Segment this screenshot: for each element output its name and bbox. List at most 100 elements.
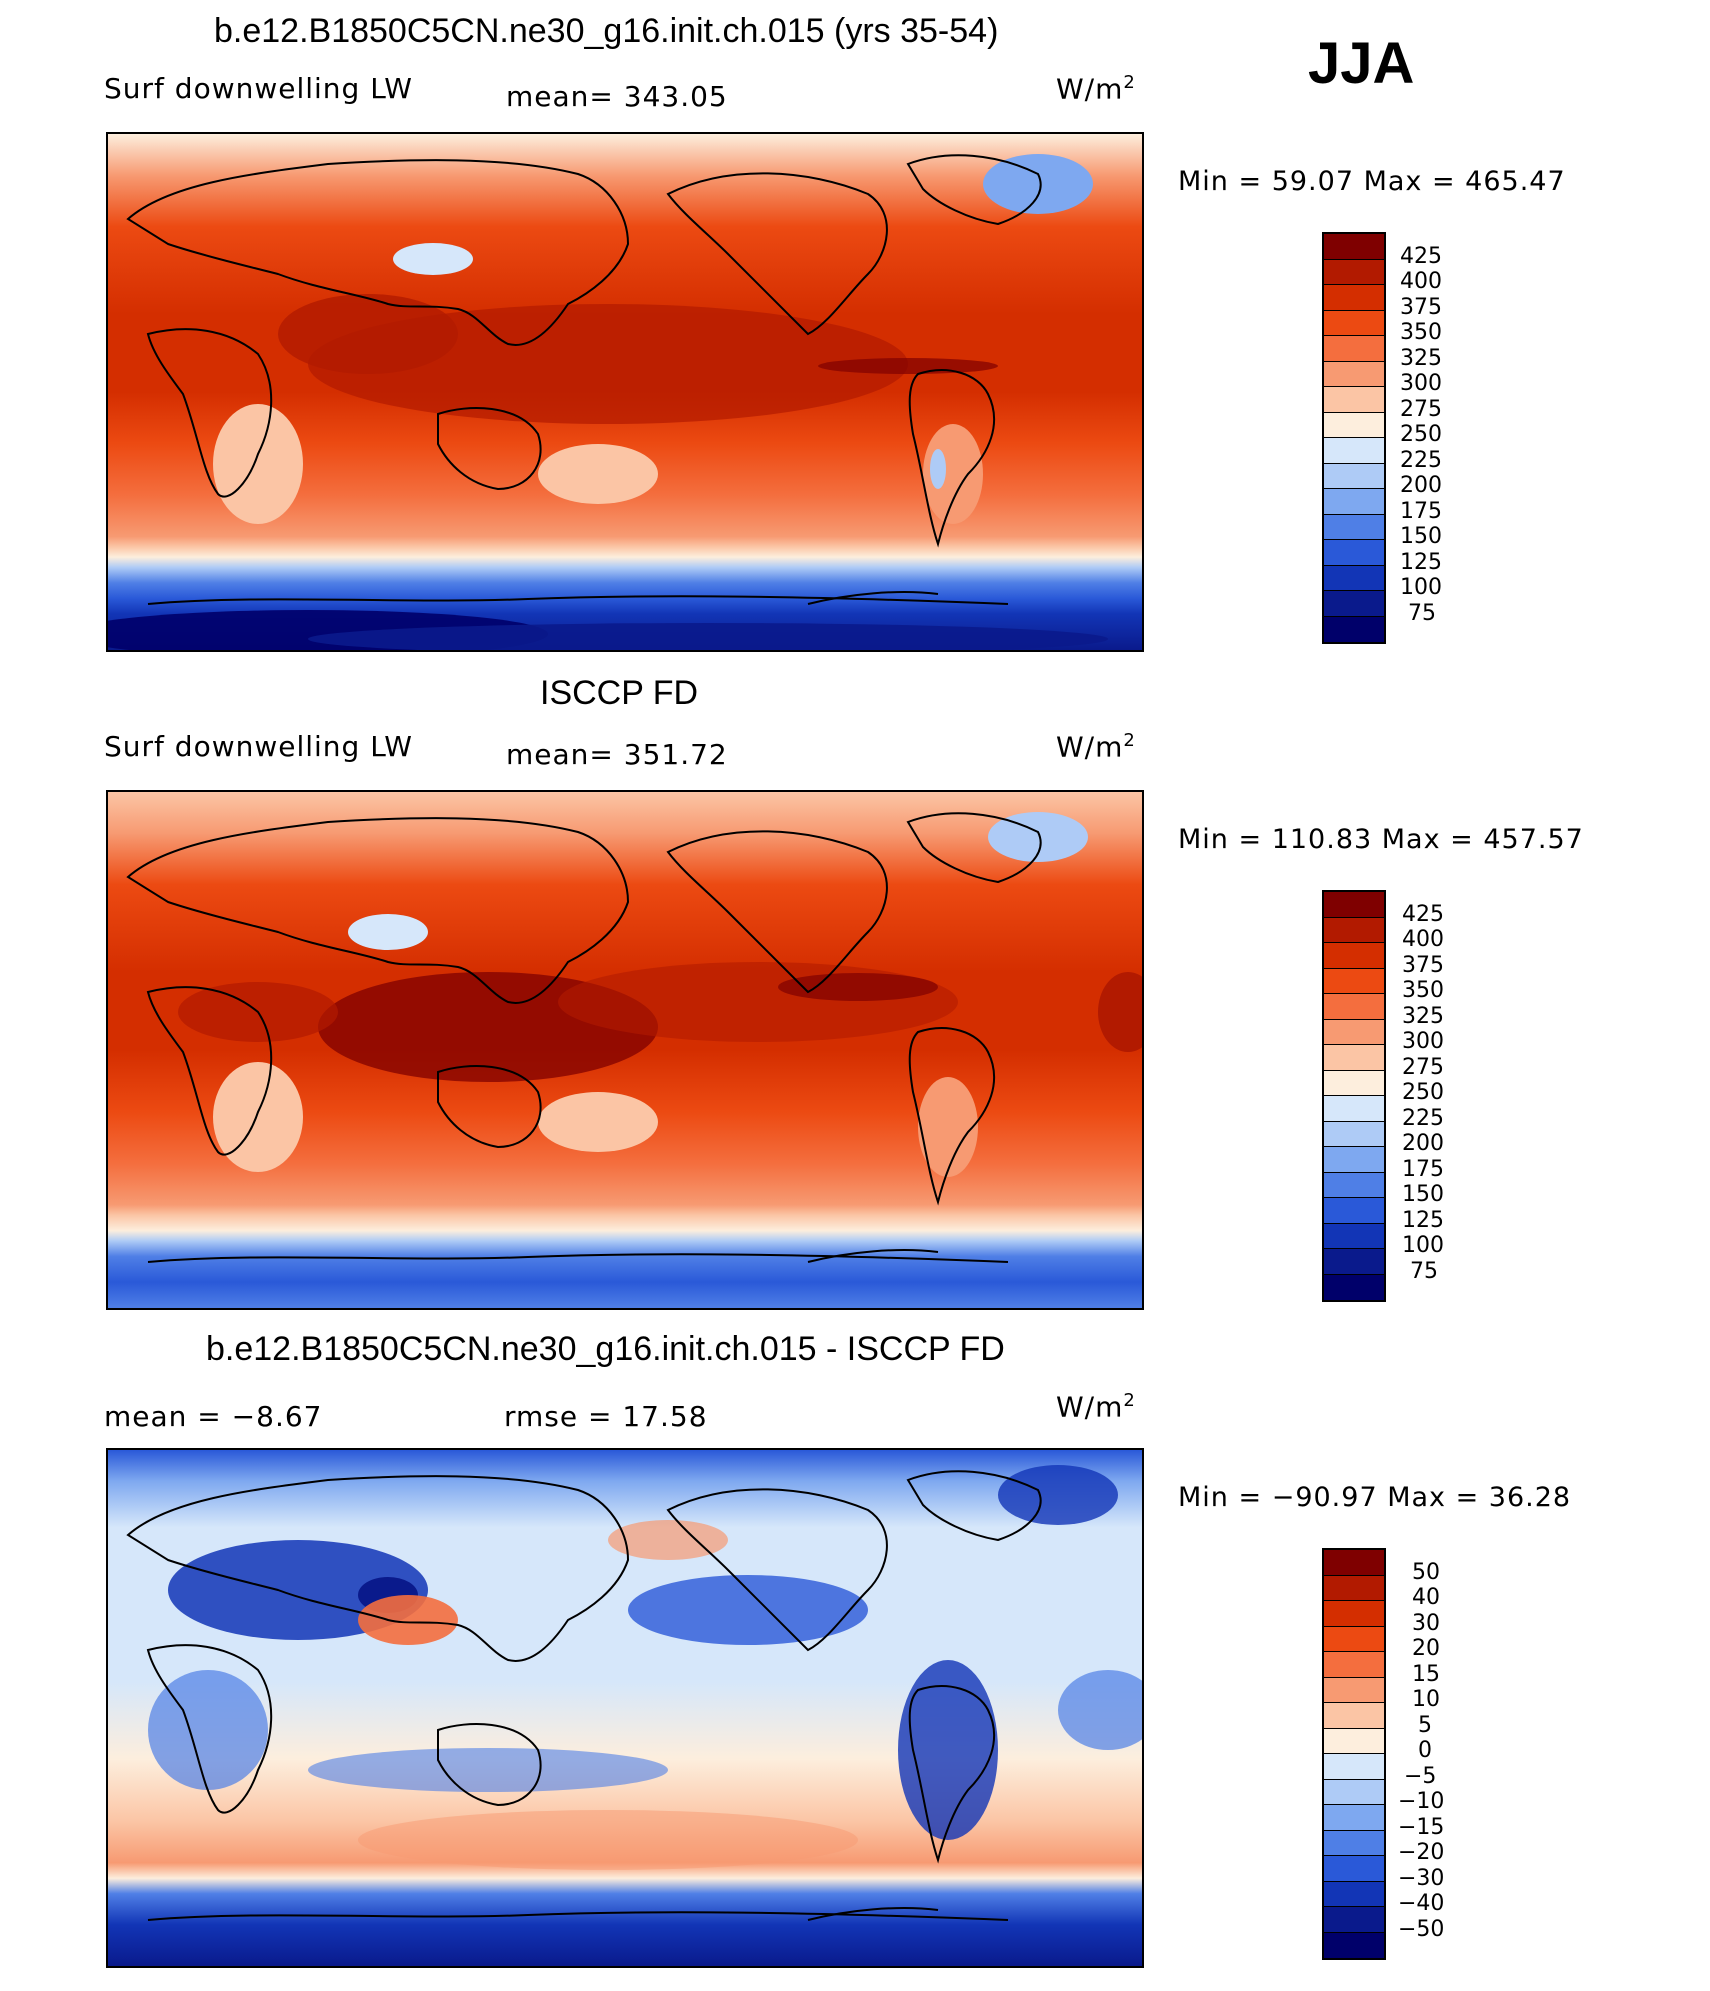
colorbar-tick-label: 75 bbox=[1408, 601, 1436, 626]
swatch bbox=[1324, 1626, 1384, 1652]
swatch bbox=[1324, 1249, 1384, 1275]
swatch bbox=[1324, 892, 1384, 918]
colorbar-tick-label: −40 bbox=[1398, 1891, 1445, 1916]
colorbar-tick-label: −10 bbox=[1398, 1789, 1445, 1814]
swatch bbox=[1324, 1856, 1384, 1882]
swatch bbox=[1324, 565, 1384, 591]
panel2-units: W/m2 bbox=[1056, 730, 1136, 763]
colorbar-tick-label: 125 bbox=[1402, 1208, 1444, 1233]
panel3-rmse: rmse = 17.58 bbox=[504, 1400, 708, 1433]
swatch bbox=[1324, 1652, 1384, 1678]
swatch bbox=[1324, 1677, 1384, 1703]
panel2-colorbar bbox=[1322, 890, 1386, 1302]
swatch bbox=[1324, 917, 1384, 943]
swatch bbox=[1324, 1932, 1384, 1958]
colorbar-tick-label: 225 bbox=[1400, 448, 1442, 473]
swatch bbox=[1324, 310, 1384, 336]
panel3-units-sup: 2 bbox=[1123, 1390, 1136, 1411]
colorbar-tick-label: −15 bbox=[1398, 1815, 1445, 1840]
colorbar-tick-label: 425 bbox=[1400, 244, 1442, 269]
colorbar-tick-label: 10 bbox=[1412, 1687, 1440, 1712]
swatch bbox=[1324, 259, 1384, 285]
panel3-units: W/m2 bbox=[1056, 1390, 1136, 1423]
panel1-coastlines bbox=[126, 154, 1042, 605]
swatch bbox=[1324, 1045, 1384, 1071]
swatch bbox=[1324, 438, 1384, 464]
swatch bbox=[1324, 387, 1384, 413]
swatch bbox=[1324, 1274, 1384, 1300]
colorbar-tick-label: 15 bbox=[1412, 1662, 1440, 1687]
panel2-units-text: W/m bbox=[1056, 730, 1124, 764]
colorbar-tick-label: −50 bbox=[1398, 1917, 1445, 1942]
panel2-map-canvas bbox=[108, 792, 1142, 1308]
colorbar-tick-label: 375 bbox=[1402, 953, 1444, 978]
panel2-minmax: Min = 110.83 Max = 457.57 bbox=[1178, 824, 1584, 855]
swatch bbox=[1324, 463, 1384, 489]
swatch bbox=[1324, 1070, 1384, 1096]
swatch bbox=[1324, 1907, 1384, 1933]
panel1-colorbar bbox=[1322, 232, 1386, 644]
colorbar-tick-label: −20 bbox=[1398, 1840, 1445, 1865]
swatch bbox=[1324, 968, 1384, 994]
colorbar-tick-label: 175 bbox=[1400, 499, 1442, 524]
colorbar-tick-label: 225 bbox=[1402, 1106, 1444, 1131]
swatch bbox=[1324, 1223, 1384, 1249]
colorbar-tick-label: −30 bbox=[1398, 1866, 1445, 1891]
colorbar-tick-label: 5 bbox=[1418, 1713, 1432, 1738]
swatch bbox=[1324, 1198, 1384, 1224]
colorbar-tick-label: 425 bbox=[1402, 902, 1444, 927]
panel1-map bbox=[106, 132, 1144, 652]
swatch bbox=[1324, 1121, 1384, 1147]
swatch bbox=[1324, 234, 1384, 260]
swatch bbox=[1324, 1172, 1384, 1198]
swatch bbox=[1324, 1019, 1384, 1045]
panel2-variable-label: Surf downwelling LW bbox=[104, 730, 413, 763]
swatch bbox=[1324, 514, 1384, 540]
swatch bbox=[1324, 1779, 1384, 1805]
swatch bbox=[1324, 412, 1384, 438]
season-label: JJA bbox=[1308, 31, 1415, 96]
panel3-colorbar bbox=[1322, 1548, 1386, 1960]
colorbar-tick-label: 75 bbox=[1410, 1259, 1438, 1284]
panel1-units-sup: 2 bbox=[1123, 72, 1136, 93]
panel3-title: b.e12.B1850C5CN.ne30_g16.init.ch.015 - I… bbox=[206, 1330, 1005, 1368]
colorbar-tick-label: 100 bbox=[1402, 1233, 1444, 1258]
colorbar-tick-label: 125 bbox=[1400, 550, 1442, 575]
colorbar-tick-label: 100 bbox=[1400, 575, 1442, 600]
panel2-map bbox=[106, 790, 1144, 1310]
colorbar-tick-label: 250 bbox=[1402, 1080, 1444, 1105]
panel3-map bbox=[106, 1448, 1144, 1968]
swatch bbox=[1324, 943, 1384, 969]
panel2-mean: mean= 351.72 bbox=[506, 738, 728, 771]
panel3-map-canvas bbox=[108, 1450, 1142, 1966]
panel3-mean: mean = −8.67 bbox=[104, 1400, 323, 1433]
panel1-units-text: W/m bbox=[1056, 72, 1124, 106]
colorbar-tick-label: 275 bbox=[1400, 397, 1442, 422]
colorbar-tick-label: 350 bbox=[1402, 978, 1444, 1003]
swatch bbox=[1324, 1805, 1384, 1831]
panel1-minmax: Min = 59.07 Max = 465.47 bbox=[1178, 166, 1566, 197]
panel2-coastlines bbox=[126, 812, 1042, 1263]
colorbar-tick-label: 30 bbox=[1412, 1611, 1440, 1636]
colorbar-tick-label: 300 bbox=[1402, 1029, 1444, 1054]
panel1-title: b.e12.B1850C5CN.ne30_g16.init.ch.015 (yr… bbox=[214, 12, 999, 50]
swatch bbox=[1324, 1881, 1384, 1907]
colorbar-tick-label: 300 bbox=[1400, 371, 1442, 396]
colorbar-tick-label: 175 bbox=[1402, 1157, 1444, 1182]
swatch bbox=[1324, 336, 1384, 362]
colorbar-tick-label: 0 bbox=[1418, 1738, 1432, 1763]
swatch bbox=[1324, 1830, 1384, 1856]
colorbar-tick-label: 20 bbox=[1412, 1636, 1440, 1661]
colorbar-tick-label: 350 bbox=[1400, 320, 1442, 345]
panel3-coastlines bbox=[126, 1470, 1042, 1921]
colorbar-tick-label: 250 bbox=[1400, 422, 1442, 447]
colorbar-tick-label: 150 bbox=[1402, 1182, 1444, 1207]
colorbar-tick-label: 325 bbox=[1402, 1004, 1444, 1029]
swatch bbox=[1324, 1601, 1384, 1627]
swatch bbox=[1324, 285, 1384, 311]
panel1-mean: mean= 343.05 bbox=[506, 80, 728, 113]
swatch bbox=[1324, 616, 1384, 642]
swatch bbox=[1324, 1575, 1384, 1601]
panel1-units: W/m2 bbox=[1056, 72, 1136, 105]
swatch bbox=[1324, 1703, 1384, 1729]
